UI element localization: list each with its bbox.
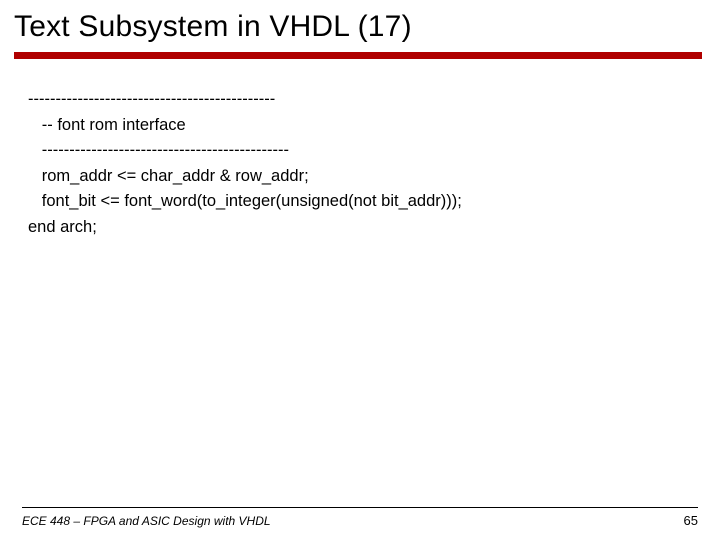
page-title: Text Subsystem in VHDL (17) <box>14 10 710 44</box>
code-line: font_bit <= font_word(to_integer(unsigne… <box>28 189 700 215</box>
page-number: 65 <box>684 513 698 528</box>
footer-rule <box>22 507 698 508</box>
accent-bar <box>14 52 702 59</box>
footer-left: ECE 448 – FPGA and ASIC Design with VHDL <box>22 514 271 528</box>
title-area: Text Subsystem in VHDL (17) <box>0 0 720 44</box>
code-line: ----------------------------------------… <box>28 87 700 113</box>
code-block: ----------------------------------------… <box>0 59 720 240</box>
code-line: end arch; <box>28 215 700 241</box>
code-line: -- font rom interface <box>28 113 700 139</box>
code-line: rom_addr <= char_addr & row_addr; <box>28 164 700 190</box>
code-line: ----------------------------------------… <box>28 138 700 164</box>
slide: Text Subsystem in VHDL (17) ------------… <box>0 0 720 540</box>
